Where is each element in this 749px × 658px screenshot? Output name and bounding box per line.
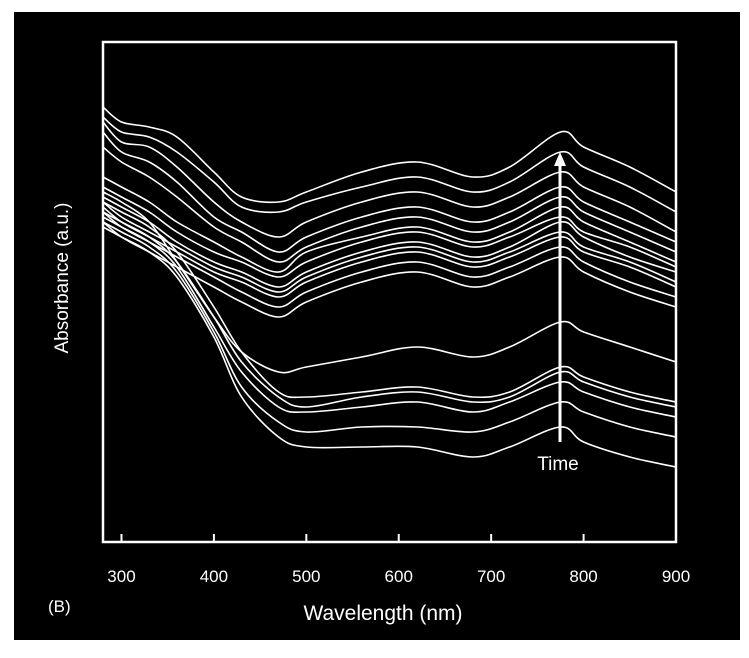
x-tick-label: 800 (569, 567, 597, 586)
x-tick-label: 900 (662, 567, 690, 586)
x-axis-label: Wavelength (nm) (303, 602, 462, 625)
series-line-1 (102, 106, 677, 204)
series-line-12 (102, 221, 677, 318)
plot-frame (101, 40, 678, 544)
series-layer (102, 106, 677, 468)
y-axis-label: Absorbance (a.u.) (52, 202, 73, 353)
series-line-5 (102, 146, 677, 263)
series-line-11 (102, 211, 677, 308)
series-line-16 (102, 216, 677, 418)
series-line-17 (102, 221, 677, 438)
series-line-15 (102, 211, 677, 408)
time-arrow-head (554, 152, 566, 166)
series-line-2 (102, 116, 677, 214)
x-tick-label: 300 (107, 567, 135, 586)
panel-label: (B) (48, 597, 71, 616)
series-line-6 (102, 176, 677, 273)
series-line-14 (102, 201, 677, 403)
x-tick-label: 600 (385, 567, 413, 586)
series-line-7 (102, 186, 677, 278)
x-axis-ticks: 300 400 500 600 700 800 900 (107, 534, 690, 586)
x-tick-label: 700 (477, 567, 505, 586)
series-line-8 (102, 196, 677, 288)
series-line-10 (102, 206, 677, 298)
x-tick-label: 500 (292, 567, 320, 586)
series-line-18 (102, 226, 677, 468)
series-line-4 (102, 131, 677, 253)
figure-panel (14, 12, 740, 640)
time-annotation: Time (537, 454, 579, 475)
series-line-13 (102, 191, 677, 374)
series-line-3 (102, 121, 677, 238)
x-tick-label: 400 (200, 567, 228, 586)
